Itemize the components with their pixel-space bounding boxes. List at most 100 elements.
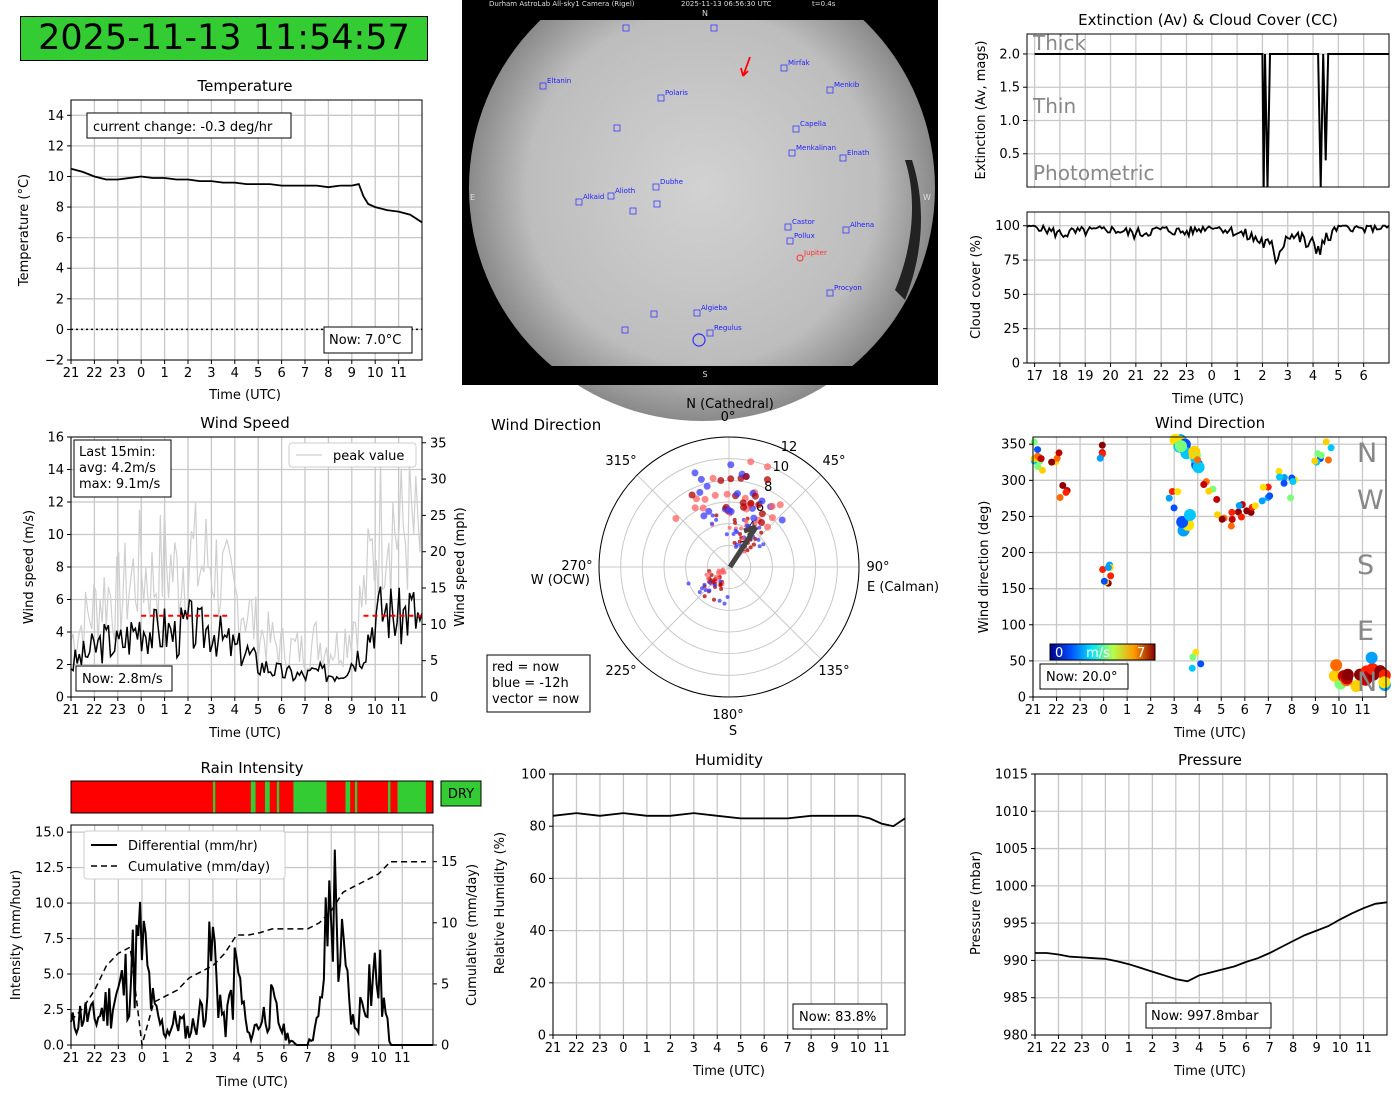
x-tick-label: 1 xyxy=(1125,1041,1133,1056)
wind-dir-point xyxy=(1174,440,1187,453)
wind-dir-point xyxy=(1378,676,1391,689)
x-tick-label: 2 xyxy=(666,1041,674,1056)
x-tick-label: 6 xyxy=(1242,1041,1250,1056)
wind-peak-line xyxy=(70,461,423,673)
pressure-ylabel: Pressure (mbar) xyxy=(969,851,984,955)
humidity-now: Now: 83.8% xyxy=(799,1010,876,1025)
sky-camera-bottom-mask xyxy=(462,366,938,385)
wind-dir-point xyxy=(1174,488,1182,496)
x-tick-label: 11 xyxy=(390,366,407,381)
x-tick-label: 10 xyxy=(850,1041,867,1056)
rain-differential-line xyxy=(70,849,433,1046)
x-tick-label: 6 xyxy=(277,366,285,381)
star-marker xyxy=(788,149,796,157)
y-tick-label: 350 xyxy=(1001,438,1026,453)
x-tick-label: 0 xyxy=(137,366,145,381)
star-label: Mirfak xyxy=(788,59,811,67)
y-tick-label: 50 xyxy=(1009,654,1026,669)
x-tick-label: 5 xyxy=(1219,1041,1227,1056)
y-tick-label: 200 xyxy=(1001,546,1026,561)
polar-angle-label: 180° xyxy=(712,708,743,723)
x-tick-label: 7 xyxy=(303,1051,311,1066)
wind-dir-point xyxy=(1251,502,1259,510)
colorbar-min: 0 xyxy=(1055,646,1063,661)
polar-point xyxy=(727,475,735,483)
y-tick-label: 8 xyxy=(56,561,64,576)
x-tick-label: 22 xyxy=(86,366,103,381)
polar-point xyxy=(758,519,766,527)
star-marker xyxy=(539,82,547,90)
x-tick-label: 2 xyxy=(1147,703,1155,718)
wind-dir-point xyxy=(1048,458,1056,466)
polar-point xyxy=(697,475,705,483)
wind-stats-line-1: Last 15min: xyxy=(79,445,156,460)
sky-camera-header-left: Durham AstroLab All-sky1 Camera (Rigel) xyxy=(489,0,635,8)
x-tick-label: 3 xyxy=(207,366,215,381)
x-tick-label: 4 xyxy=(232,1051,240,1066)
wind-speed-ylabel: Wind speed (m/s) xyxy=(22,510,37,624)
star-label: Regulus xyxy=(714,324,742,332)
temperature-annotation: current change: -0.3 deg/hr xyxy=(93,120,273,135)
pressure-xticks: 21 22 23 0 1 2 3 4 5 6 7 8 9 10 11 xyxy=(1027,1035,1372,1056)
polar-north-label: N (Cathedral) xyxy=(686,397,774,412)
x-tick-label: 9 xyxy=(1312,1041,1320,1056)
humidity-axes xyxy=(552,773,906,1036)
polar-point xyxy=(727,525,732,530)
star-label: Alhena xyxy=(850,221,874,229)
star-marker xyxy=(652,183,660,191)
cloud-xlabel: Time (UTC) xyxy=(1171,392,1244,407)
star-marker xyxy=(710,24,718,32)
polar-point xyxy=(702,594,707,599)
x-tick-label: 22 xyxy=(1050,1041,1067,1056)
x-tick-label: 23 xyxy=(1074,1041,1091,1056)
sky-north-label: N xyxy=(702,9,708,18)
wind-dir-point xyxy=(1055,449,1063,457)
wind-dir-points xyxy=(1030,433,1391,693)
wind-dir-point xyxy=(1165,494,1173,502)
rain-xlabel: Time (UTC) xyxy=(215,1075,288,1090)
y2-tick-label: 15 xyxy=(441,855,458,870)
wind-dir-point xyxy=(1322,438,1330,446)
wind-dir-ylabel: Wind direction (deg) xyxy=(977,501,992,634)
x-tick-label: 3 xyxy=(1172,1041,1180,1056)
polar-point xyxy=(691,504,699,512)
humidity-ylabel: Relative Humidity (%) xyxy=(493,832,508,974)
y-tick-label: −2 xyxy=(45,354,64,369)
wind-dir-point xyxy=(1287,494,1295,502)
y2-tick-label: 20 xyxy=(430,545,447,560)
x-tick-label: 9 xyxy=(348,366,356,381)
wind-dir-point xyxy=(1107,572,1115,580)
x-tick-label: 5 xyxy=(254,703,262,718)
dry-band xyxy=(212,781,216,813)
wind-dir-point xyxy=(1214,511,1222,519)
x-tick-label: 1 xyxy=(1233,369,1241,384)
sky-dome xyxy=(469,0,935,421)
dry-band xyxy=(397,781,426,813)
x-tick-label: 1 xyxy=(161,1051,169,1066)
humidity-line xyxy=(552,812,906,828)
y2-tick-label: 0 xyxy=(430,691,438,706)
polar-point xyxy=(737,532,742,537)
polar-point xyxy=(723,490,731,498)
star-label: Polaris xyxy=(665,89,688,97)
wind-dir-point xyxy=(1053,454,1061,462)
x-tick-label: 22 xyxy=(568,1041,585,1056)
wind-dir-point xyxy=(1311,457,1319,465)
wind-dir-point xyxy=(1062,488,1070,496)
compass-n-top: N xyxy=(1357,438,1377,469)
wind-dir-point xyxy=(1275,473,1283,481)
pressure-xlabel: Time (UTC) xyxy=(1173,1064,1246,1079)
temperature-now-box xyxy=(323,326,413,354)
extinction-yticks: 0.5 1.0 1.5 2.0 xyxy=(999,47,1027,162)
temperature-ylabel: Temperature (°C) xyxy=(17,174,32,287)
x-tick-label: 22 xyxy=(86,703,103,718)
y-tick-label: 7.5 xyxy=(43,932,64,947)
x-tick-label: 8 xyxy=(327,1051,335,1066)
x-tick-label: 19 xyxy=(1077,369,1094,384)
sky-south-label: S xyxy=(702,370,707,379)
polar-point xyxy=(739,499,747,507)
wind-dir-point xyxy=(1197,660,1205,668)
wind-dir-point xyxy=(1056,494,1064,502)
